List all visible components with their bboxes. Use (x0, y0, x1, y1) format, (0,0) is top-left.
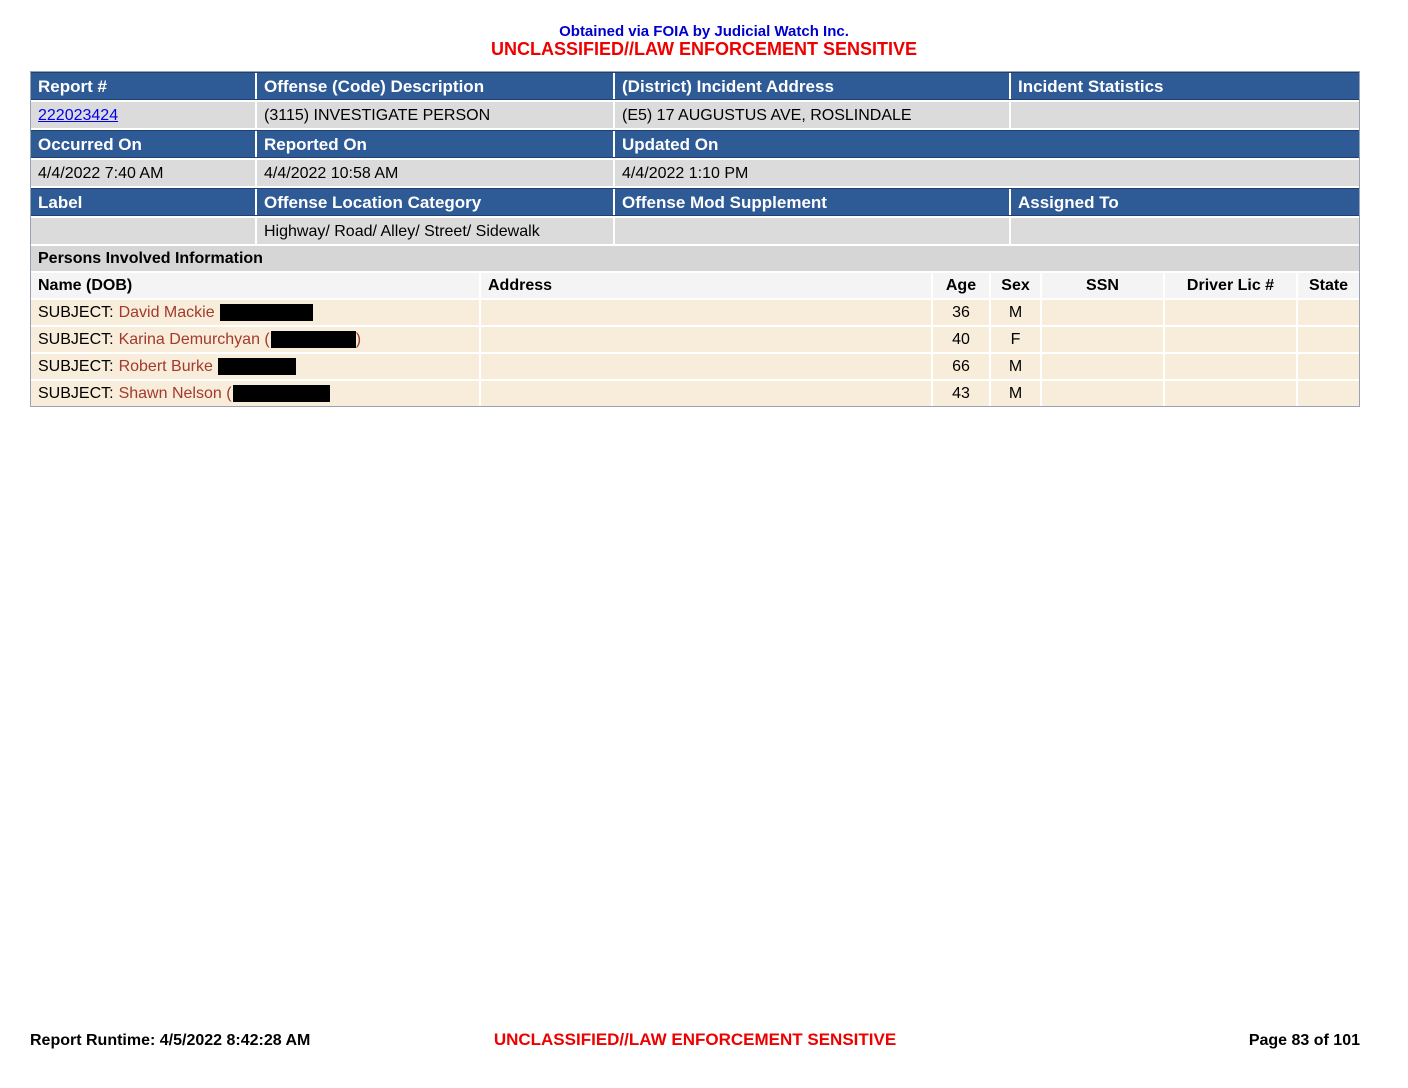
header-row-1: Report # Offense (Code) Description (Dis… (31, 71, 1359, 100)
person-row: SUBJECT: Robert Burke 66 M (31, 353, 1359, 379)
person-name: Robert Burke (118, 357, 213, 375)
incident-report-table: Report # Offense (Code) Description (Dis… (30, 70, 1360, 407)
persons-col-name-dob: Name (DOB) (31, 272, 479, 298)
col-header-offense: Offense (Code) Description (257, 72, 613, 99)
person-name-cell: SUBJECT: Robert Burke (31, 353, 479, 379)
offense-mod-supplement-cell (615, 217, 1009, 244)
person-age-cell: 66 (933, 353, 989, 379)
person-sex-cell: M (991, 353, 1040, 379)
col-header-offense-location-category: Offense Location Category (257, 188, 613, 215)
person-driver-lic-cell (1165, 380, 1296, 406)
reported-on-cell: 4/4/2022 10:58 AM (257, 159, 613, 186)
page-header: Obtained via FOIA by Judicial Watch Inc.… (0, 0, 1408, 60)
report-runtime: Report Runtime: 4/5/2022 8:42:28 AM (30, 1032, 311, 1049)
col-header-offense-mod-supplement: Offense Mod Supplement (615, 188, 1009, 215)
person-address-cell (481, 353, 931, 379)
col-header-incident-address: (District) Incident Address (615, 72, 1009, 99)
redaction-box (219, 303, 313, 321)
persons-col-ssn: SSN (1042, 272, 1163, 298)
col-header-reported-on: Reported On (257, 130, 613, 157)
person-sex-cell: F (991, 326, 1040, 352)
col-header-label: Label (31, 188, 255, 215)
person-state-cell (1298, 380, 1359, 406)
persons-col-address: Address (481, 272, 931, 298)
redaction-box (270, 330, 356, 348)
persons-section-header: Persons Involved Information (31, 245, 1359, 271)
classification-banner-bottom: UNCLASSIFIED//LAW ENFORCEMENT SENSITIVE (493, 1030, 897, 1049)
person-role: SUBJECT: (38, 357, 114, 375)
person-ssn-cell (1042, 380, 1163, 406)
persons-col-age: Age (933, 272, 989, 298)
offense-location-category-cell: Highway/ Road/ Alley/ Street/ Sidewalk (257, 217, 613, 244)
page-number: Page 83 of 101 (1248, 1032, 1360, 1049)
person-address-cell (481, 326, 931, 352)
person-driver-lic-cell (1165, 299, 1296, 325)
label-cell (31, 217, 255, 244)
person-name-cell: SUBJECT: David Mackie (31, 299, 479, 325)
person-name-suffix: ) (355, 330, 362, 348)
persons-section-title: Persons Involved Information (31, 245, 1359, 271)
header-row-2: Occurred On Reported On Updated On (31, 129, 1359, 158)
updated-on-cell: 4/4/2022 1:10 PM (615, 159, 1359, 186)
person-state-cell (1298, 353, 1359, 379)
person-age-cell: 43 (933, 380, 989, 406)
data-row-3: Highway/ Road/ Alley/ Street/ Sidewalk (31, 217, 1359, 244)
header-row-3: Label Offense Location Category Offense … (31, 187, 1359, 216)
incident-address-cell: (E5) 17 AUGUSTUS AVE, ROSLINDALE (615, 101, 1009, 128)
person-name: Shawn Nelson ( (118, 384, 232, 402)
person-driver-lic-cell (1165, 353, 1296, 379)
person-sex-cell: M (991, 299, 1040, 325)
person-name-cell: SUBJECT: Shawn Nelson ( (31, 380, 479, 406)
person-sex-cell: M (991, 380, 1040, 406)
person-role: SUBJECT: (38, 384, 114, 402)
person-age-cell: 36 (933, 299, 989, 325)
report-number-link[interactable]: 222023424 (38, 106, 119, 124)
person-state-cell (1298, 326, 1359, 352)
person-driver-lic-cell (1165, 326, 1296, 352)
person-ssn-cell (1042, 299, 1163, 325)
persons-col-driver-lic: Driver Lic # (1165, 272, 1296, 298)
incident-statistics-cell (1011, 101, 1359, 128)
classification-banner-top: UNCLASSIFIED//LAW ENFORCEMENT SENSITIVE (490, 39, 918, 60)
person-role: SUBJECT: (38, 303, 114, 321)
col-header-incident-statistics: Incident Statistics (1011, 72, 1359, 99)
person-name-cell: SUBJECT: Karina Demurchyan () (31, 326, 479, 352)
col-header-occurred-on: Occurred On (31, 130, 255, 157)
offense-cell: (3115) INVESTIGATE PERSON (257, 101, 613, 128)
person-role: SUBJECT: (38, 330, 114, 348)
data-row-1: 222023424 (3115) INVESTIGATE PERSON (E5)… (31, 101, 1359, 128)
col-header-assigned-to: Assigned To (1011, 188, 1359, 215)
person-address-cell (481, 299, 931, 325)
person-address-cell (481, 380, 931, 406)
assigned-to-cell (1011, 217, 1359, 244)
report-number-cell: 222023424 (31, 101, 255, 128)
person-row: SUBJECT: David Mackie 36 M (31, 299, 1359, 325)
redaction-box (217, 357, 296, 375)
person-state-cell (1298, 299, 1359, 325)
data-row-2: 4/4/2022 7:40 AM 4/4/2022 10:58 AM 4/4/2… (31, 159, 1359, 186)
person-ssn-cell (1042, 353, 1163, 379)
page-footer: Report Runtime: 4/5/2022 8:42:28 AM UNCL… (30, 1030, 1360, 1050)
persons-column-header-row: Name (DOB) Address Age Sex SSN Driver Li… (31, 272, 1359, 298)
occurred-on-cell: 4/4/2022 7:40 AM (31, 159, 255, 186)
persons-col-state: State (1298, 272, 1359, 298)
person-ssn-cell (1042, 326, 1163, 352)
col-header-report-number: Report # (31, 72, 255, 99)
redaction-box (232, 384, 330, 402)
person-age-cell: 40 (933, 326, 989, 352)
person-name: Karina Demurchyan ( (118, 330, 270, 348)
person-row: SUBJECT: Shawn Nelson ( 43 M (31, 380, 1359, 406)
persons-col-sex: Sex (991, 272, 1040, 298)
person-row: SUBJECT: Karina Demurchyan () 40 F (31, 326, 1359, 352)
col-header-updated-on: Updated On (615, 130, 1359, 157)
person-name: David Mackie (118, 303, 215, 321)
foia-attribution: Obtained via FOIA by Judicial Watch Inc. (559, 23, 849, 40)
